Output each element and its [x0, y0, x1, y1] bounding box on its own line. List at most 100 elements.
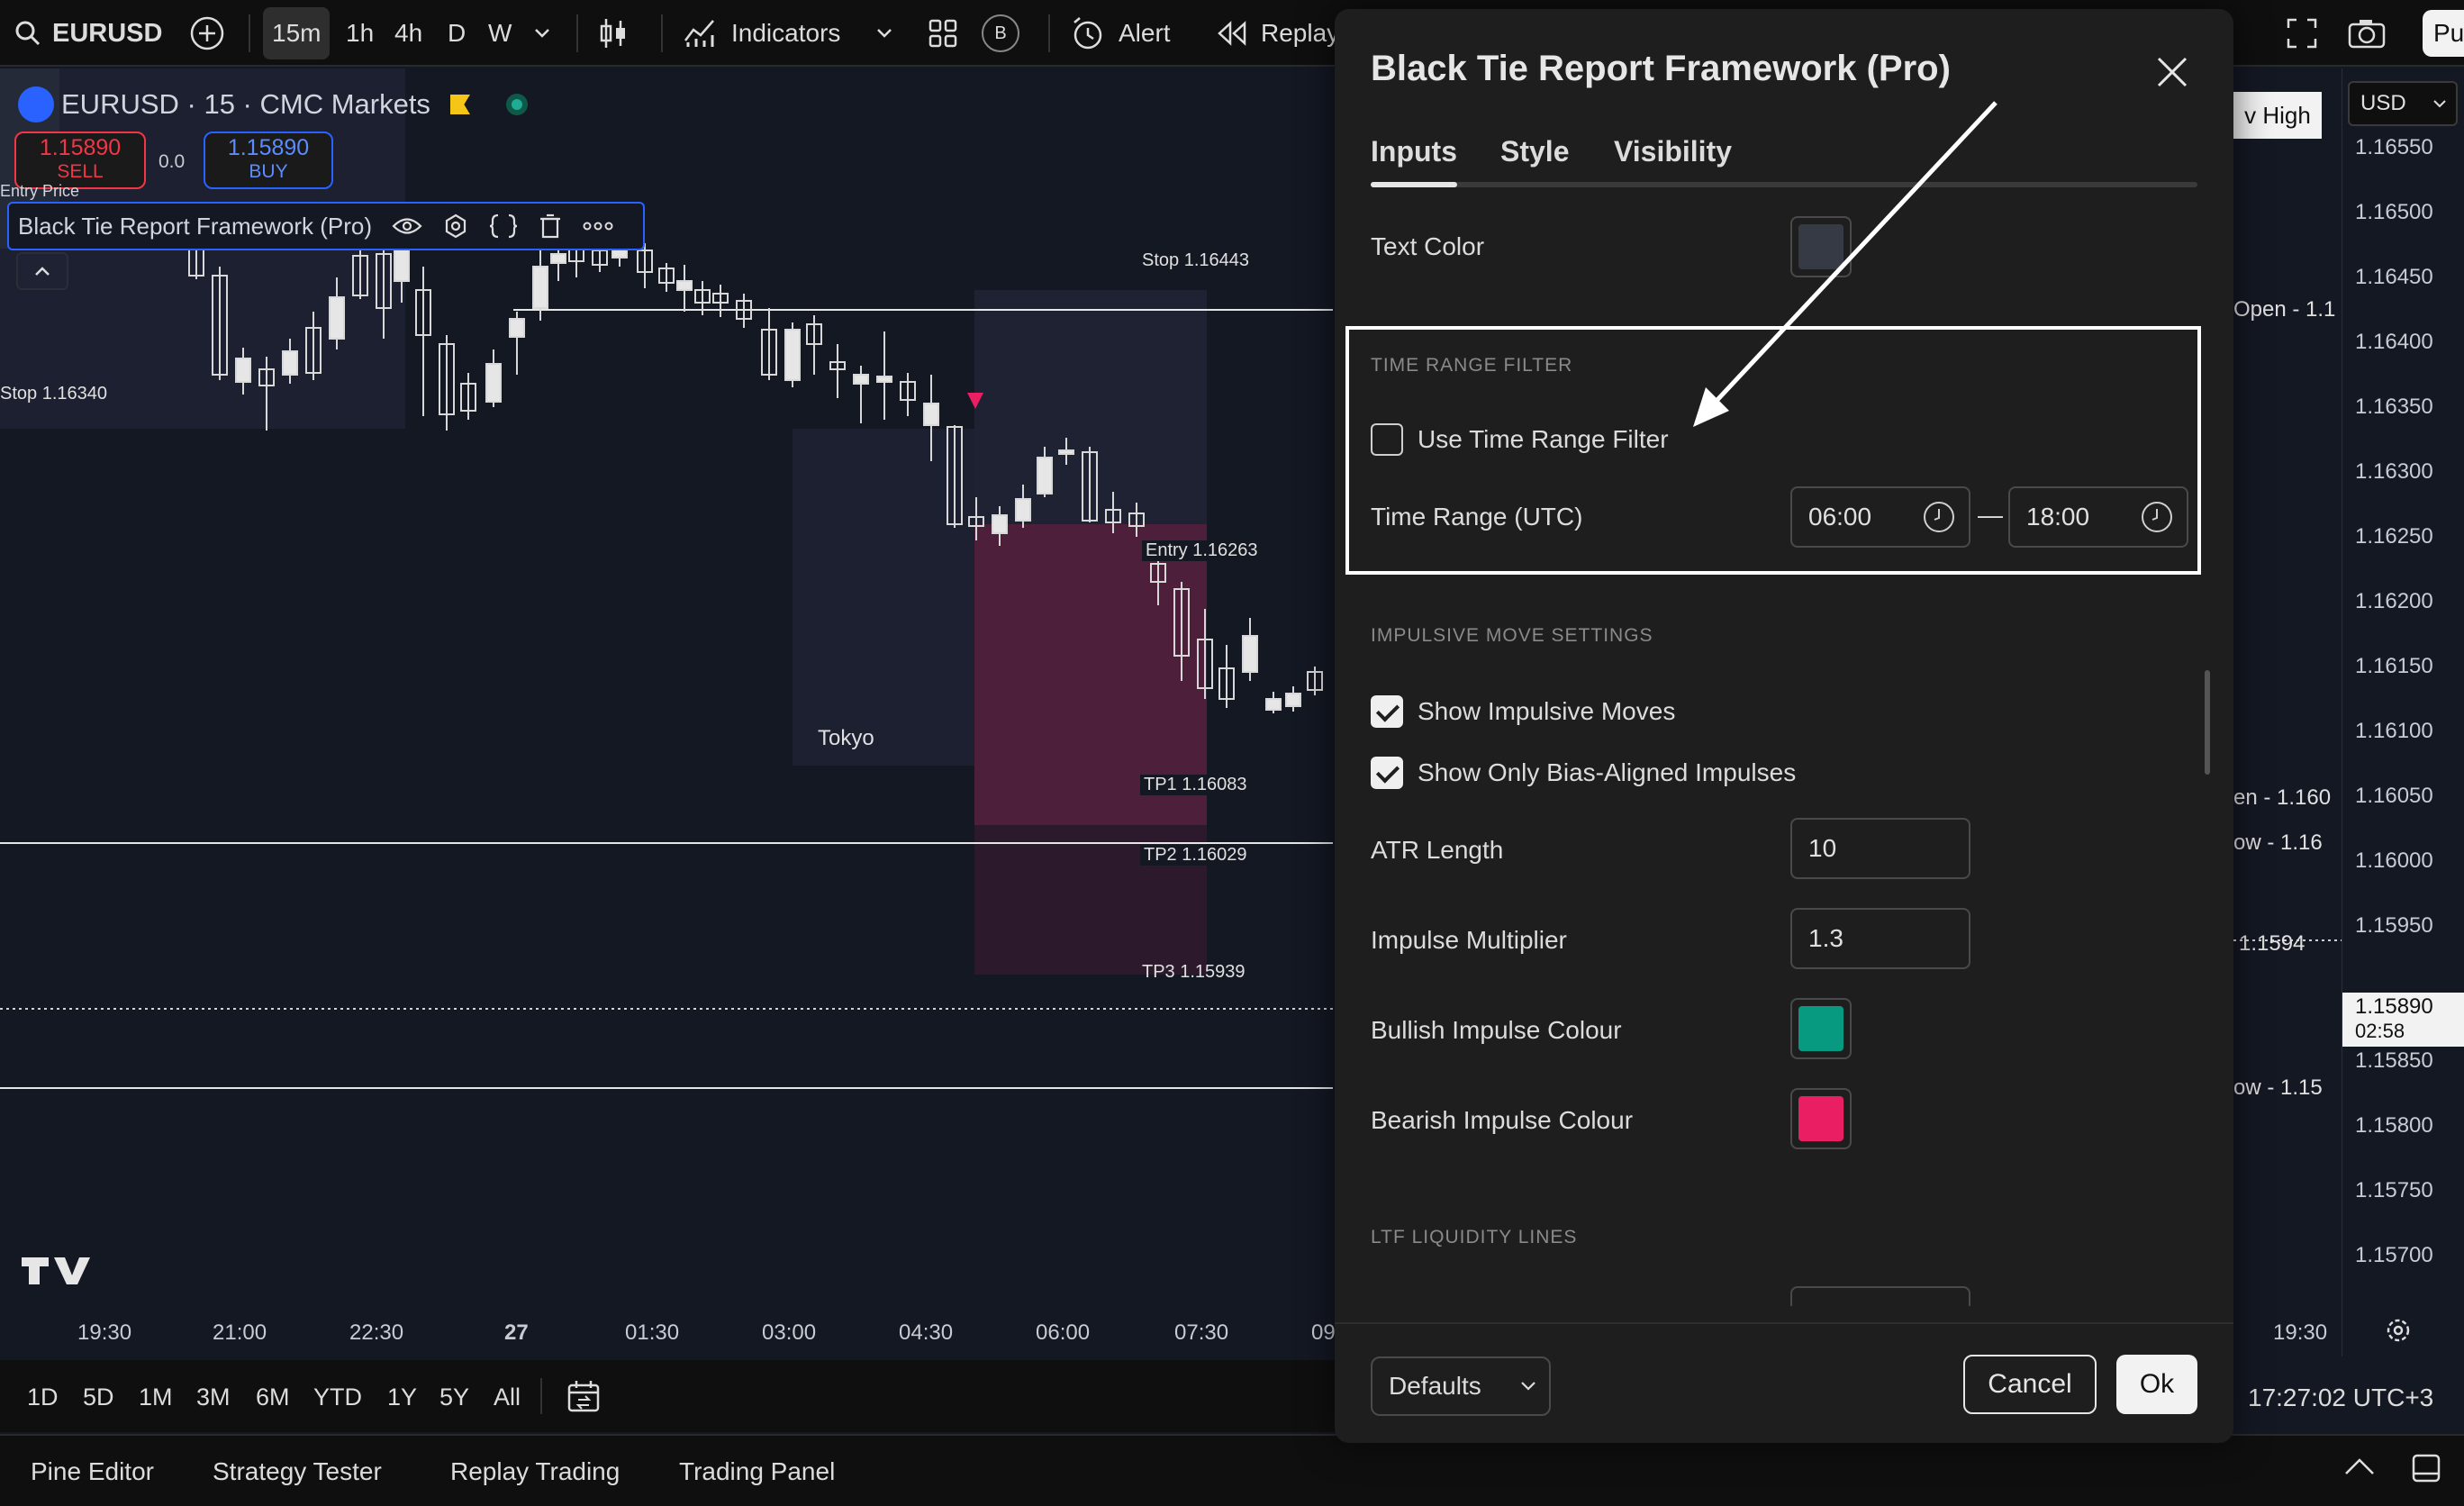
impulse-multiplier-input[interactable]: 1.3: [1790, 908, 1970, 969]
tab-style[interactable]: Style: [1500, 135, 1570, 168]
indicators-button[interactable]: Indicators: [683, 0, 840, 67]
price-tick: 1.15700: [2355, 1243, 2433, 1267]
range-all[interactable]: All: [494, 1384, 521, 1411]
range-ytd[interactable]: YTD: [313, 1384, 362, 1411]
cancel-button[interactable]: Cancel: [1963, 1355, 2097, 1414]
chart-pane[interactable]: EURUSD · 15 · CMC Markets 1.15890 SELL 0…: [0, 68, 1333, 1356]
clock-timezone[interactable]: 17:27:02 UTC+3: [2248, 1384, 2434, 1411]
text-color-swatch[interactable]: [1790, 216, 1852, 277]
use-time-range-label: Use Time Range Filter: [1418, 425, 1669, 453]
chart-type-button[interactable]: [598, 0, 629, 67]
price-tick: 1.16250: [2355, 524, 2433, 549]
time-start-input[interactable]: 06:00: [1790, 486, 1970, 548]
bearish-colour-swatch[interactable]: [1790, 1088, 1852, 1149]
close-button[interactable]: [2154, 54, 2190, 95]
add-symbol-button[interactable]: [189, 0, 225, 67]
use-time-range-checkbox[interactable]: [1371, 423, 1403, 456]
range-1y[interactable]: 1Y: [387, 1384, 418, 1411]
tab-replay-trading[interactable]: Replay Trading: [450, 1457, 621, 1485]
price-tick: 1.15950: [2355, 913, 2433, 938]
session-tokyo-label: Tokyo: [818, 726, 874, 750]
tab-trading-panel[interactable]: Trading Panel: [679, 1457, 836, 1485]
price-tick: 1.16450: [2355, 265, 2433, 289]
buy-label: BUY: [249, 161, 288, 182]
interval-4h[interactable]: 4h: [394, 19, 423, 47]
grid-icon: [929, 19, 957, 48]
replay-button[interactable]: Replay: [1216, 0, 1339, 67]
currency-select[interactable]: USD: [2348, 81, 2458, 126]
alert-button[interactable]: Alert: [1070, 0, 1171, 67]
interval-15m[interactable]: 15m: [263, 7, 331, 59]
range-3m[interactable]: 3M: [196, 1384, 231, 1411]
interval-w[interactable]: W: [488, 19, 512, 47]
range-1d[interactable]: 1D: [27, 1384, 59, 1411]
sell-price: 1.15890: [39, 135, 122, 160]
tab-pine-editor[interactable]: Pine Editor: [31, 1457, 154, 1485]
en-label: en - 1.160: [2233, 785, 2332, 810]
expand-panel-button[interactable]: [2343, 1456, 2376, 1482]
trash-icon[interactable]: [538, 213, 563, 240]
clock-icon[interactable]: [1922, 500, 1956, 534]
range-1m[interactable]: 1M: [139, 1384, 173, 1411]
atr-length-input[interactable]: 10: [1790, 818, 1970, 879]
interval-dropdown[interactable]: [533, 0, 551, 67]
interval-1h[interactable]: 1h: [346, 19, 375, 47]
chart-pane-right[interactable]: v High Open - 1.1 en - 1.160 ow - 1.16 1…: [2233, 68, 2342, 1356]
maximize-panel-button[interactable]: [2410, 1452, 2442, 1489]
price-axis[interactable]: USD 1.16550 1.16500 1.16450 1.16400 1.16…: [2342, 68, 2464, 1356]
range-5d[interactable]: 5D: [83, 1384, 114, 1411]
broker-badge[interactable]: B: [982, 0, 1019, 67]
ok-button[interactable]: Ok: [2116, 1355, 2197, 1414]
open-label: Open - 1.1: [2233, 297, 2336, 322]
indicators-dropdown[interactable]: [875, 0, 893, 67]
clipped-input[interactable]: [1790, 1286, 1970, 1306]
sell-label: SELL: [57, 161, 104, 182]
bullish-colour-swatch[interactable]: [1790, 998, 1852, 1059]
range-bar: [0, 1360, 1342, 1432]
tab-strategy-tester[interactable]: Strategy Tester: [213, 1457, 382, 1485]
time-end-input[interactable]: 18:00: [2008, 486, 2188, 548]
fullscreen-button[interactable]: [2286, 0, 2318, 67]
dialog-scrollbar[interactable]: [2205, 670, 2210, 775]
tab-inputs[interactable]: Inputs: [1371, 135, 1457, 168]
show-bias-aligned-checkbox[interactable]: [1371, 757, 1403, 789]
goto-date-button[interactable]: [566, 1378, 602, 1419]
snapshot-button[interactable]: [2347, 0, 2387, 67]
gear-icon: [2387, 1319, 2410, 1342]
indicators-icon: [684, 20, 714, 47]
rewind-icon: [1218, 21, 1246, 46]
time-tick: 19:30: [77, 1320, 132, 1345]
show-impulsive-checkbox[interactable]: [1371, 695, 1403, 728]
defaults-dropdown[interactable]: Defaults: [1371, 1356, 1551, 1416]
symbol-search[interactable]: EURUSD: [14, 0, 162, 67]
price-tick: 1.16000: [2355, 848, 2433, 873]
badge-label: B: [982, 14, 1019, 52]
stop-label-right: Stop 1.16443: [1142, 250, 1249, 270]
range-5y[interactable]: 5Y: [439, 1384, 470, 1411]
clock-icon[interactable]: [2140, 500, 2174, 534]
close-icon: [2157, 57, 2188, 87]
indicator-legend[interactable]: Black Tie Report Framework (Pro): [7, 202, 645, 250]
atr-length-label: ATR Length: [1371, 836, 1504, 864]
bullish-colour-label: Bullish Impulse Colour: [1371, 1016, 1622, 1044]
current-price-tag: 1.15890 02:58: [2342, 993, 2464, 1047]
chart-legend[interactable]: EURUSD · 15 · CMC Markets: [18, 86, 528, 122]
collapse-legend-button[interactable]: [16, 252, 68, 290]
interval-d[interactable]: D: [448, 19, 467, 47]
sell-button[interactable]: 1.15890 SELL: [14, 132, 146, 189]
more-icon[interactable]: [583, 222, 613, 231]
eye-icon[interactable]: [392, 216, 422, 236]
source-code-icon[interactable]: [489, 213, 518, 240]
range-6m[interactable]: 6M: [256, 1384, 290, 1411]
time-tick: 01:30: [625, 1320, 680, 1345]
price-tick: 1.16200: [2355, 589, 2433, 613]
axis-settings-button[interactable]: [2383, 1315, 2414, 1350]
show-bias-aligned-label: Show Only Bias-Aligned Impulses: [1418, 758, 1797, 786]
buy-button[interactable]: 1.15890 BUY: [204, 132, 333, 189]
settings-icon[interactable]: [442, 213, 469, 240]
layouts-button[interactable]: [928, 0, 958, 67]
publish-button[interactable]: Pu: [2423, 0, 2464, 67]
search-icon: [15, 21, 41, 46]
tab-visibility[interactable]: Visibility: [1614, 135, 1733, 168]
time-range-label: Time Range (UTC): [1371, 503, 1583, 531]
